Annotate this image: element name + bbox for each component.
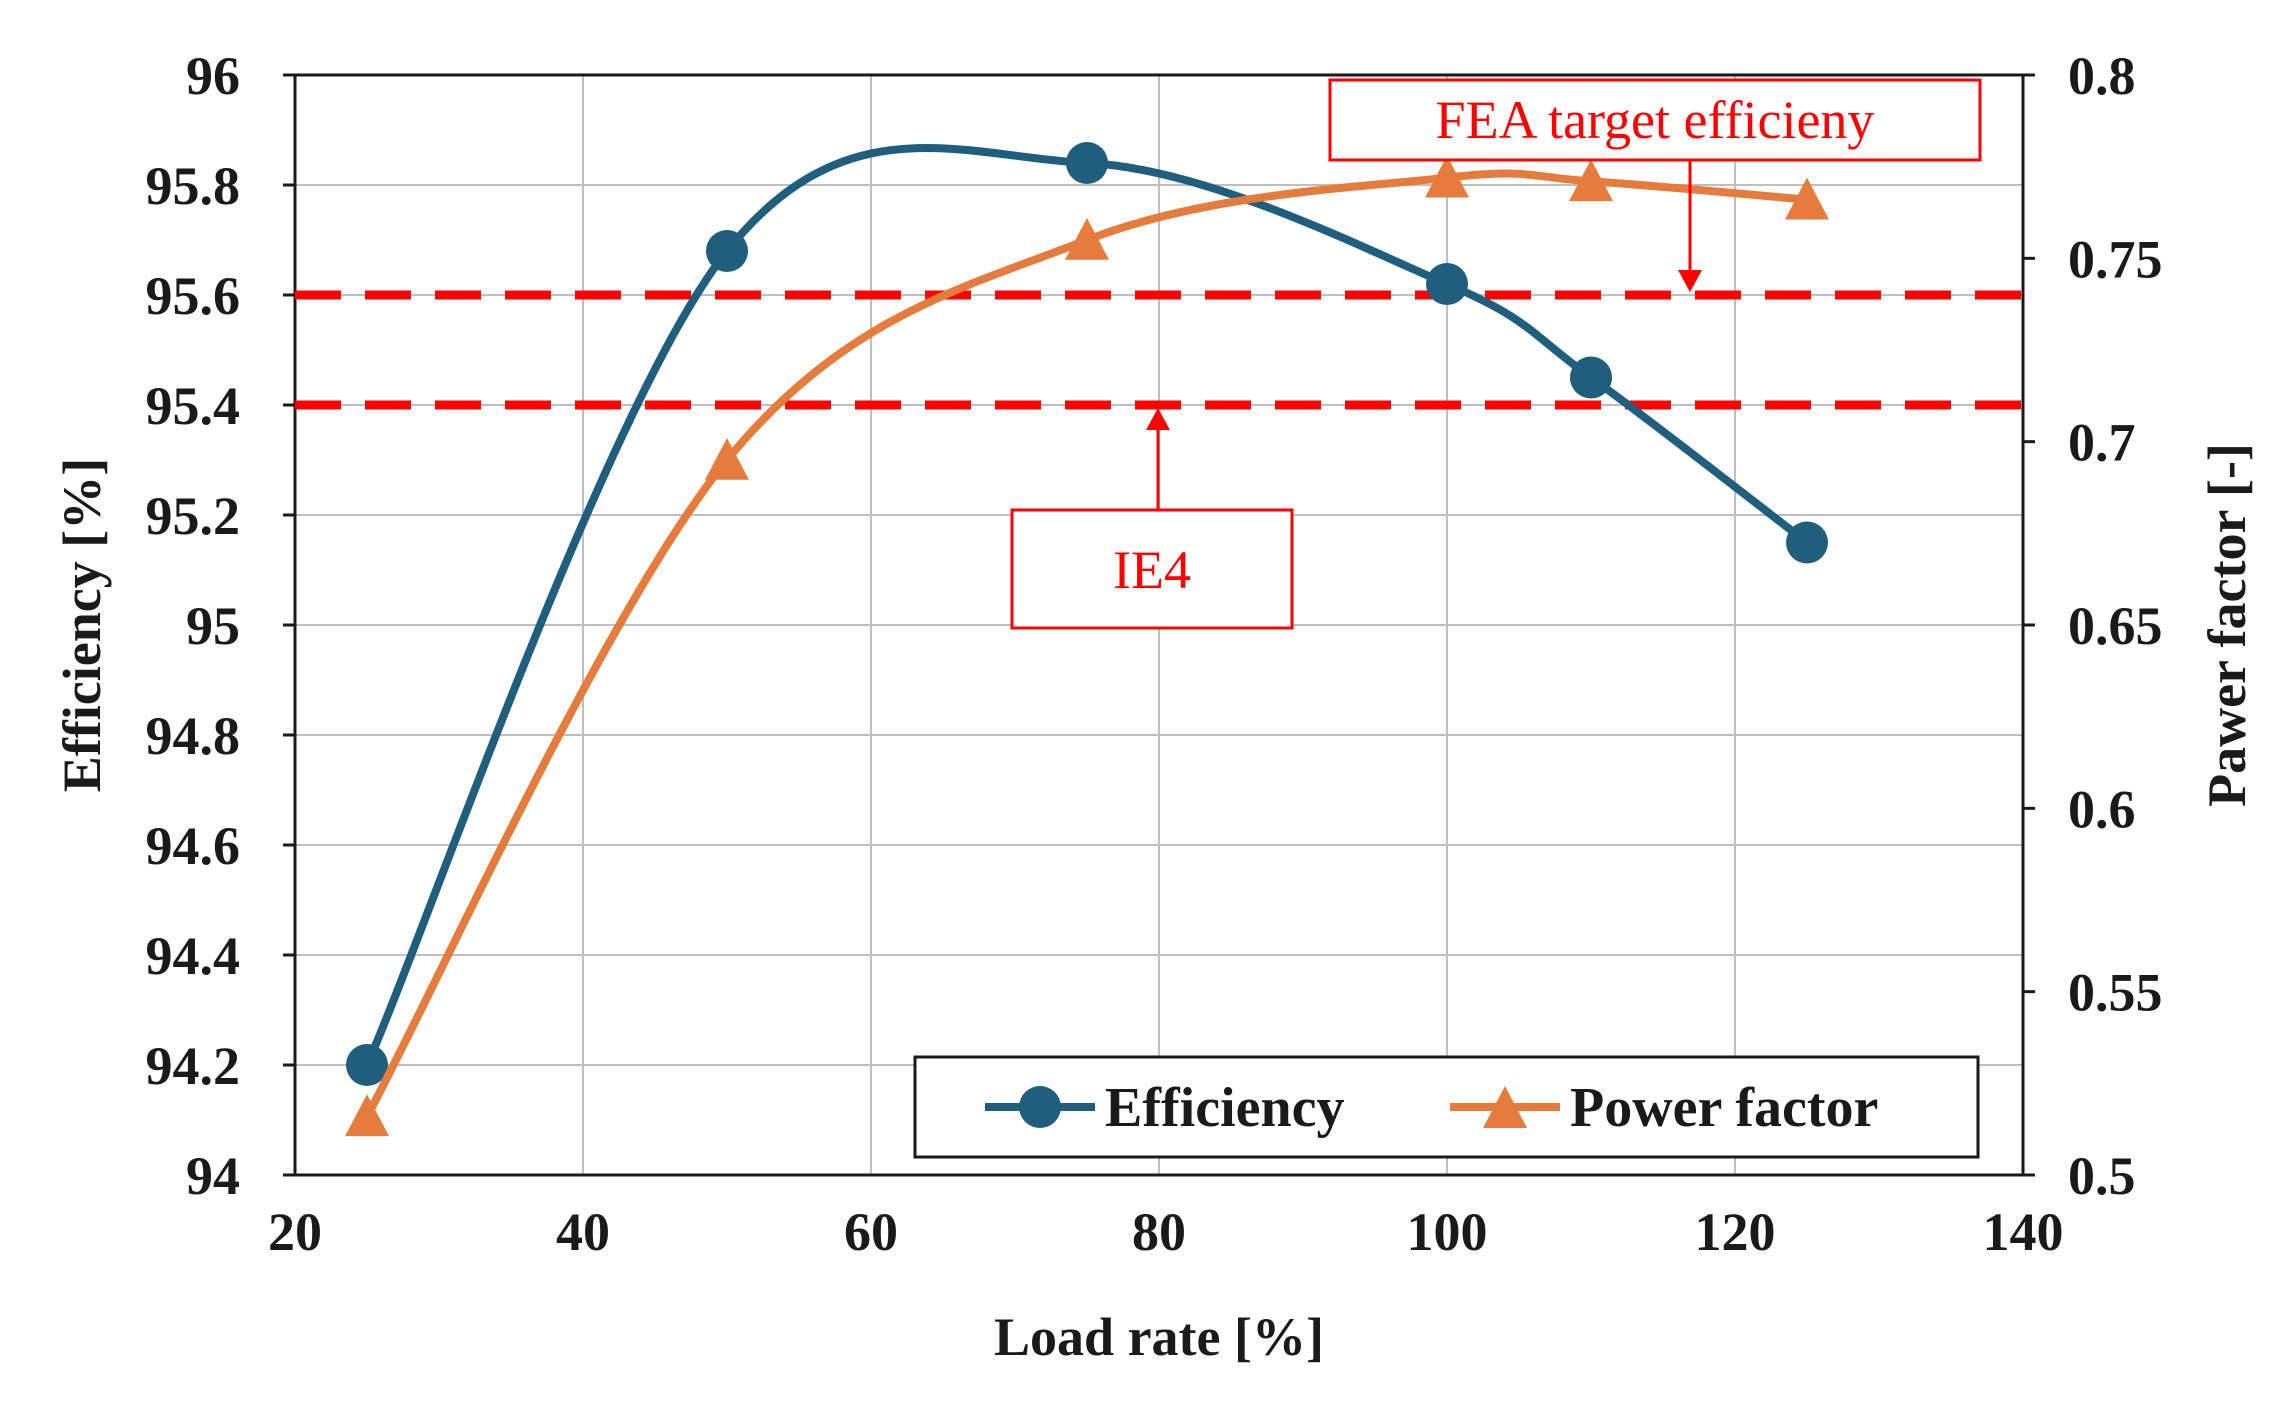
y-axis-title: Efficiency [%] (52, 458, 112, 792)
y2-tick-label: 0.6 (2068, 779, 2136, 839)
y-tick-label: 95.8 (146, 156, 241, 216)
ie4-arrowhead (1146, 408, 1170, 430)
y2-tick-label: 0.5 (2068, 1146, 2136, 1206)
ie4-label: IE4 (1113, 540, 1191, 600)
fea-target-box (1328, 78, 1982, 162)
power-factor-point (1569, 159, 1613, 202)
legend-efficiency-label: Efficiency (1105, 1077, 1344, 1139)
y2-axis-title: Pawer factor [-] (2197, 443, 2257, 807)
y-tick-label: 94.4 (146, 926, 241, 986)
efficiency-point (1426, 263, 1468, 305)
x-tick-label: 20 (268, 1202, 322, 1262)
y2-tick-label: 0.7 (2068, 413, 2136, 473)
x-tick-label: 100 (1407, 1202, 1488, 1262)
y2-tick-label: 0.8 (2068, 46, 2136, 106)
series (345, 142, 1829, 1137)
y-tick-label: 94.8 (146, 706, 241, 766)
legend-efficiency-marker (1019, 1086, 1061, 1128)
y2-tick-label: 0.65 (2068, 596, 2163, 656)
efficiency-point (1786, 521, 1828, 564)
fea-target-arrowhead (1678, 270, 1702, 292)
legend-power-factor-marker (1483, 1086, 1527, 1128)
y-tick-label: 94.6 (146, 816, 241, 876)
x-tick-label: 140 (1983, 1202, 2064, 1262)
power-factor-point (345, 1094, 389, 1137)
y-tick-label: 96 (186, 46, 240, 106)
power-factor-point (1425, 155, 1469, 198)
fea-target-label: FEA target efficieny (1436, 90, 1875, 150)
power-factor-point (705, 438, 749, 480)
x-tick-label: 120 (1695, 1202, 1776, 1262)
efficiency-point (1066, 142, 1108, 184)
power-factor-point (1065, 218, 1109, 260)
ie4-annotation: IE4 (1010, 408, 1294, 630)
power-factor-point (1785, 177, 1829, 220)
x-tick-label: 40 (556, 1202, 610, 1262)
fea-target-annotation: FEA target efficieny (1328, 78, 1982, 292)
x-axis-title: Load rate [%] (994, 1307, 1324, 1367)
efficiency-point (1570, 356, 1612, 399)
y-tick-label: 95.2 (146, 486, 241, 546)
reference-lines (295, 290, 2023, 410)
efficiency-point (706, 230, 748, 272)
x-tick-label: 60 (844, 1202, 898, 1262)
x-tick-label: 80 (1132, 1202, 1186, 1262)
y2-tick-label: 0.75 (2068, 229, 2163, 289)
ie4-box (1010, 508, 1294, 630)
legend: Efficiency Power factor (913, 1055, 1980, 1159)
legend-power-factor-label: Power factor (1570, 1077, 1878, 1139)
y2-tick-label: 0.55 (2068, 963, 2163, 1023)
y-tick-label: 95.6 (146, 266, 241, 326)
tick-labels: 20 40 60 80 100 120 140 94 94.2 94.4 94.6 94.8 95 95.… (146, 46, 2163, 1262)
y-tick-label: 94.2 (146, 1036, 241, 1096)
efficiency-point (346, 1044, 388, 1086)
y-tick-label: 94 (186, 1146, 240, 1206)
y-tick-label: 95.4 (146, 376, 241, 436)
y-tick-label: 95 (186, 596, 240, 656)
